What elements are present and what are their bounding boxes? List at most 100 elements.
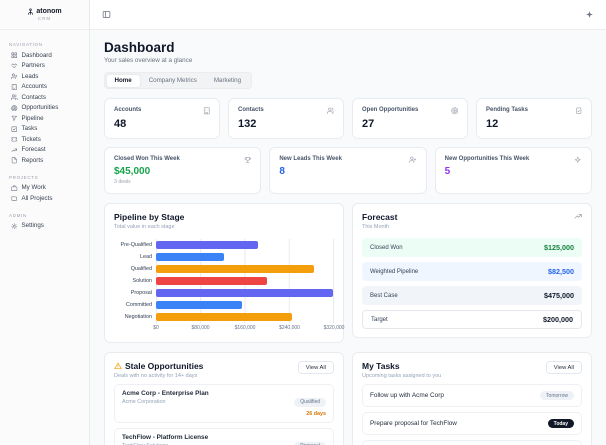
due-badge: Tomorrow	[540, 391, 574, 400]
stage-badge: Qualified	[294, 397, 326, 407]
trending-up-icon	[11, 148, 17, 152]
pipeline-chart: Pre-Qualified Lead Qualified Solution Propos…	[114, 239, 334, 323]
forecast-row-closed-won: Closed Won $125,000	[362, 238, 582, 257]
chart-category-label: Committed	[125, 302, 152, 308]
dashboard-tabs: Home Company Metrics Marketing	[104, 72, 252, 89]
sidebar-item-dashboard[interactable]: Dashboard	[9, 50, 80, 61]
trending-up-icon	[574, 214, 582, 219]
x-axis-tick: $80,000	[191, 325, 210, 331]
sidebar-item-forecast[interactable]: Forecast	[9, 145, 80, 156]
logo-icon	[28, 8, 34, 15]
sidebar-item-tickets[interactable]: Tickets	[9, 134, 80, 145]
stale-opportunity-row[interactable]: Acme Corp - Enterprise Plan Acme Corporat…	[114, 384, 334, 423]
chart-title: Pipeline by Stage	[114, 212, 185, 222]
sidebar: atonom CRM Navigation Dashboard Partners…	[0, 0, 90, 445]
pipeline-bar	[156, 240, 259, 250]
stat-card-new-leads-week: New Leads This Week 8	[269, 146, 427, 194]
chart-category-labels: Pre-Qualified Lead Qualified Solution Propos…	[114, 239, 156, 323]
due-badge: Today	[547, 419, 574, 428]
stale-view-all-button[interactable]: View All	[297, 361, 334, 374]
nav-section-label: Admin	[9, 212, 27, 218]
stale-subtitle: Deals with no activity for 14+ days	[114, 373, 198, 379]
tab-home[interactable]: Home	[106, 74, 140, 87]
stat-card-closed-won-week: Closed Won This Week $45,000 3 deals	[104, 146, 262, 194]
stat-card-new-opportunities-week: New Opportunities This Week 5	[434, 146, 592, 194]
user-plus-icon	[11, 73, 18, 79]
stat-value: 132	[238, 117, 257, 130]
tasks-view-all-button[interactable]: View All	[545, 361, 582, 374]
tab-marketing[interactable]: Marketing	[213, 77, 242, 84]
pipeline-bar	[156, 288, 333, 298]
stale-list: Acme Corp - Enterprise Plan Acme Corporat…	[114, 384, 334, 445]
funnel-icon	[11, 115, 17, 121]
sidebar-item-opportunities[interactable]: Opportunities	[9, 103, 80, 114]
stat-value: 5	[444, 166, 451, 177]
stat-value: 8	[279, 166, 285, 177]
pipeline-bar	[156, 276, 267, 286]
ticket-icon	[11, 137, 17, 142]
pipeline-bar	[156, 252, 224, 262]
warning-icon	[114, 362, 122, 369]
forecast-title: Forecast	[362, 212, 398, 222]
tasks-title: My Tasks	[362, 361, 400, 371]
age-label: 26 days	[306, 411, 326, 417]
chart-category-label: Lead	[140, 254, 152, 260]
sparkle-button-icon[interactable]	[585, 10, 594, 19]
grid-icon	[11, 52, 17, 58]
sidebar-item-leads[interactable]: Leads	[9, 71, 80, 82]
topbar	[90, 0, 606, 30]
page-subtitle: Your sales overview at a glance	[104, 57, 193, 64]
task-row[interactable]: Follow up with Acme Corp Tomorrow	[362, 384, 582, 407]
chart-category-label: Pre-Qualified	[120, 242, 152, 248]
forecast-subtitle: This Month	[362, 224, 390, 230]
sidebar-item-all-projects[interactable]: All Projects	[9, 193, 80, 204]
sidebar-item-my-work[interactable]: My Work	[9, 183, 80, 194]
clipboard-icon	[575, 107, 581, 114]
stat-value: 48	[114, 117, 127, 130]
task-row[interactable]: Prepare proposal for TechFlow Today	[362, 412, 582, 435]
sidebar-item-accounts[interactable]: Accounts	[9, 82, 80, 93]
brand-block: atonom CRM	[0, 0, 89, 30]
target-icon	[11, 104, 18, 111]
user-plus-icon	[409, 156, 417, 163]
sidebar-toggle-icon[interactable]	[102, 10, 111, 19]
sidebar-item-reports[interactable]: Reports	[9, 155, 80, 166]
stale-opportunity-row[interactable]: TechFlow - Platform LicenseTechFlow Solu…	[114, 428, 334, 445]
nav-section-label: Navigation	[9, 42, 43, 47]
sidebar-item-settings[interactable]: Settings	[9, 221, 80, 232]
page-title: Dashboard	[104, 40, 175, 55]
sidebar-item-pipeline[interactable]: Pipeline	[9, 113, 80, 124]
handshake-icon	[11, 63, 18, 68]
pipeline-bar	[156, 264, 314, 274]
tasks-subtitle: Upcoming tasks assigned to you	[362, 373, 442, 379]
pipeline-bar	[156, 300, 242, 310]
briefcase-icon	[11, 185, 18, 191]
chart-category-label: Negotiation	[124, 314, 152, 320]
chart-category-label: Proposal	[130, 290, 152, 296]
tasks-list: Follow up with Acme Corp Tomorrow Prepar…	[362, 384, 582, 445]
stat-subtext: 3 deals	[114, 179, 131, 185]
sidebar-item-contacts[interactable]: Contacts	[9, 92, 80, 103]
sidebar-item-partners[interactable]: Partners	[9, 61, 80, 72]
sidebar-item-tasks[interactable]: Tasks	[9, 124, 80, 135]
sidebar-nav: Navigation Dashboard Partners Leads Acco…	[0, 30, 89, 237]
chart-subtitle: Total value in each stage	[114, 224, 175, 230]
folder-icon	[11, 196, 17, 201]
x-axis-tick: $160,000	[234, 325, 256, 331]
chart-plot	[156, 239, 334, 323]
check-square-icon	[11, 126, 17, 132]
stat-value: $45,000	[114, 166, 151, 177]
task-row[interactable]: Schedule demo with Horizon Labs Feb 25	[362, 440, 582, 445]
trophy-icon	[244, 156, 251, 163]
x-axis-tick: $240,000	[279, 325, 300, 331]
tab-company-metrics[interactable]: Company Metrics	[148, 77, 197, 84]
forecast-row-weighted-pipeline: Weighted Pipeline $82,500	[362, 262, 582, 281]
forecast-rows: Closed Won $125,000 Weighted Pipeline $8…	[362, 238, 582, 329]
dashboard-content: Dashboard Your sales overview at a glanc…	[90, 30, 606, 445]
gear-icon	[11, 222, 18, 229]
main-area: Dashboard Your sales overview at a glanc…	[90, 0, 606, 445]
stale-opportunities-card: Stale Opportunities Deals with no activi…	[104, 352, 344, 445]
users-icon	[11, 94, 18, 100]
building-icon	[203, 107, 210, 115]
stale-title: Stale Opportunities	[125, 361, 204, 371]
